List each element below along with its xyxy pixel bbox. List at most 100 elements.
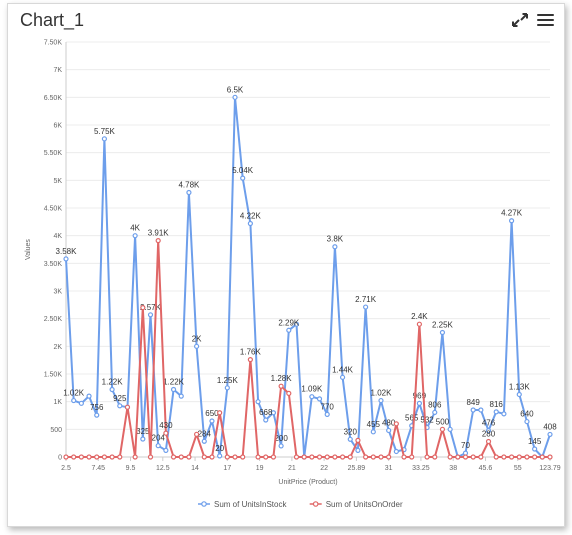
- x-tick-label: 17: [223, 465, 231, 472]
- data-point: [247, 357, 253, 363]
- y-tick-label: 3K: [53, 289, 62, 296]
- data-label: 1.28K: [271, 374, 293, 383]
- data-point: [278, 383, 284, 389]
- data-label: 3.91K: [148, 229, 170, 238]
- data-point: [485, 428, 492, 434]
- data-point: [501, 411, 507, 417]
- data-label: 532: [420, 416, 434, 425]
- legend-item-units-in-stock: Sum of UnitsInStock: [198, 500, 287, 509]
- data-point: [278, 443, 284, 449]
- data-label: 756: [90, 403, 104, 412]
- y-tick-label: 1K: [53, 399, 62, 406]
- data-point: [293, 321, 300, 327]
- data-point: [201, 454, 207, 460]
- data-point: [339, 374, 346, 380]
- data-label: 1.44K: [332, 365, 354, 374]
- data-label: 280: [482, 430, 496, 439]
- data-point: [178, 454, 184, 460]
- data-point: [470, 454, 476, 460]
- data-label: 770: [321, 402, 335, 411]
- data-label: 2.25K: [432, 321, 454, 330]
- data-point: [232, 454, 238, 460]
- data-point: [240, 454, 246, 460]
- data-point: [71, 397, 77, 404]
- y-tick-label: 2.50K: [44, 316, 63, 323]
- data-point: [293, 454, 300, 460]
- data-label: 969: [413, 391, 427, 400]
- data-point: [393, 421, 399, 427]
- data-point: [493, 454, 499, 460]
- data-point: [101, 454, 108, 460]
- data-point: [124, 404, 131, 410]
- data-label: 2.57K: [140, 303, 162, 312]
- data-point: [78, 454, 84, 460]
- data-point: [524, 454, 530, 460]
- data-point: [508, 218, 515, 224]
- data-point: [516, 391, 522, 398]
- data-point: [516, 454, 522, 460]
- data-point: [186, 454, 192, 460]
- x-tick-label: 45.6: [479, 465, 493, 472]
- x-tick-label: 19: [256, 465, 264, 472]
- data-point: [194, 343, 200, 349]
- data-point: [63, 454, 69, 460]
- data-point: [347, 436, 353, 442]
- data-point: [224, 385, 230, 391]
- data-label: 5.75K: [94, 127, 116, 136]
- data-point: [524, 418, 530, 425]
- y-tick-label: 6.50K: [44, 95, 63, 102]
- data-point: [117, 454, 123, 460]
- data-point: [71, 454, 77, 460]
- data-point: [547, 454, 553, 460]
- data-point: [109, 386, 115, 393]
- data-label: 4.27K: [501, 209, 523, 218]
- data-label: 4.22K: [240, 211, 262, 220]
- x-tick-label: 55: [514, 465, 522, 472]
- expand-icon[interactable]: [509, 10, 531, 30]
- data-point: [416, 321, 422, 327]
- data-label: 1.02K: [371, 389, 393, 398]
- data-point: [447, 454, 453, 460]
- x-axis-title: UnitPrice (Product): [278, 479, 337, 486]
- data-label: 816: [490, 400, 504, 409]
- data-point: [370, 429, 376, 435]
- data-label: 1.09K: [301, 385, 323, 394]
- data-point: [409, 454, 415, 460]
- data-label: 4.78K: [178, 181, 200, 190]
- x-tick-label: 14: [191, 465, 199, 472]
- data-point: [155, 238, 161, 244]
- data-point: [286, 390, 292, 396]
- data-label: 650: [205, 409, 219, 418]
- legend-label: Sum of UnitsOnOrder: [326, 500, 403, 509]
- x-tick-label: 2.5: [61, 465, 71, 472]
- data-point: [432, 409, 438, 416]
- data-point: [316, 396, 323, 402]
- data-point: [439, 329, 446, 336]
- data-point: [255, 399, 261, 405]
- data-point: [194, 431, 200, 437]
- series-line-units-on-order: [66, 239, 550, 458]
- x-tick-label: 7.45: [91, 465, 105, 472]
- data-label: 408: [543, 422, 557, 431]
- data-point: [485, 438, 492, 445]
- chart-title: Chart_1: [20, 10, 85, 30]
- data-label: 325: [136, 427, 150, 436]
- data-point: [101, 136, 108, 142]
- y-tick-label: 7K: [53, 67, 62, 74]
- data-point: [532, 446, 538, 452]
- y-tick-label: 6K: [53, 123, 62, 130]
- y-tick-label: 0: [58, 455, 62, 462]
- data-label: 2.71K: [355, 295, 377, 304]
- data-point: [170, 454, 177, 460]
- hamburger-menu-icon[interactable]: [537, 11, 554, 29]
- data-point: [270, 410, 277, 416]
- data-point: [140, 305, 146, 311]
- data-point: [539, 454, 545, 460]
- data-point: [447, 426, 453, 432]
- data-point: [217, 453, 223, 459]
- data-point: [178, 393, 184, 399]
- data-point: [363, 304, 369, 310]
- data-point: [86, 393, 92, 399]
- x-tick-label: 25.89: [348, 465, 366, 472]
- data-point: [286, 327, 292, 333]
